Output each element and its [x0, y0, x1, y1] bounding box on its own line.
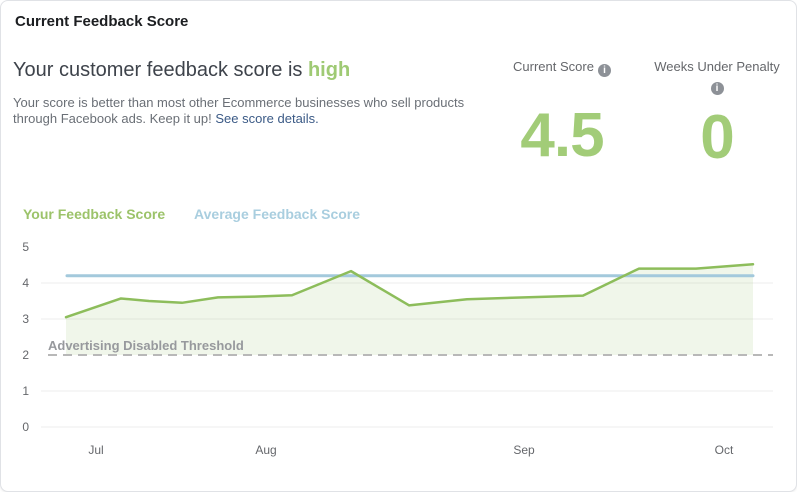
- y-tick-label: 3: [22, 312, 29, 326]
- info-icon[interactable]: i: [710, 82, 724, 95]
- see-score-details-link[interactable]: See score details: [215, 111, 316, 126]
- info-icon-glyph: i: [603, 65, 606, 76]
- card-title: Current Feedback Score: [15, 13, 189, 30]
- info-icon[interactable]: i: [597, 64, 611, 77]
- y-tick-label: 0: [22, 420, 29, 434]
- feedback-status-word: high: [307, 59, 351, 81]
- weeks-under-penalty-label: Weeks Under Penalty: [654, 59, 780, 74]
- current-score-label: Current Score: [513, 59, 594, 74]
- legend-average-feedback-score: Average Feedback Score: [194, 206, 361, 222]
- description-period: .: [315, 111, 319, 126]
- weeks-under-penalty-label-row: Weeks Under Penalty: [647, 59, 787, 75]
- legend-your-feedback-score: Your Feedback Score: [23, 206, 166, 222]
- score-description: Your score is better than most other Eco…: [13, 95, 464, 127]
- x-tick-label: Oct: [715, 443, 734, 457]
- y-tick-label: 2: [22, 348, 29, 362]
- your-score-line: [64, 263, 755, 319]
- description-line2: through Facebook ads. Keep it up!: [13, 111, 216, 126]
- threshold-label: Advertising Disabled Threshold: [48, 338, 244, 353]
- weeks-under-penalty-stat: Weeks Under Penalty i 0: [647, 59, 787, 169]
- x-tick-label: Jul: [88, 443, 103, 457]
- current-score-value: 4.5: [520, 101, 604, 170]
- x-tick-label: Aug: [255, 443, 276, 457]
- weeks-under-penalty-icon-row: i: [647, 78, 787, 95]
- current-score-stat: Current Score i 4.5: [480, 59, 644, 167]
- current-score-label-row: Current Score i: [480, 59, 644, 77]
- description-line1: Your score is better than most other Eco…: [13, 95, 465, 110]
- headline-text: Your customer feedback score is: [13, 59, 308, 81]
- your-score-area: [66, 264, 753, 355]
- info-icon-glyph: i: [715, 83, 719, 94]
- y-tick-label: 4: [22, 276, 29, 290]
- x-tick-label: Sep: [513, 443, 535, 457]
- headline: Your customer feedback score is high: [13, 59, 350, 82]
- chart-legend: Your Feedback Score Average Feedback Sco…: [23, 206, 360, 222]
- y-tick-label: 5: [22, 240, 29, 254]
- weeks-under-penalty-value: 0: [700, 103, 734, 172]
- y-tick-label: 1: [22, 384, 29, 398]
